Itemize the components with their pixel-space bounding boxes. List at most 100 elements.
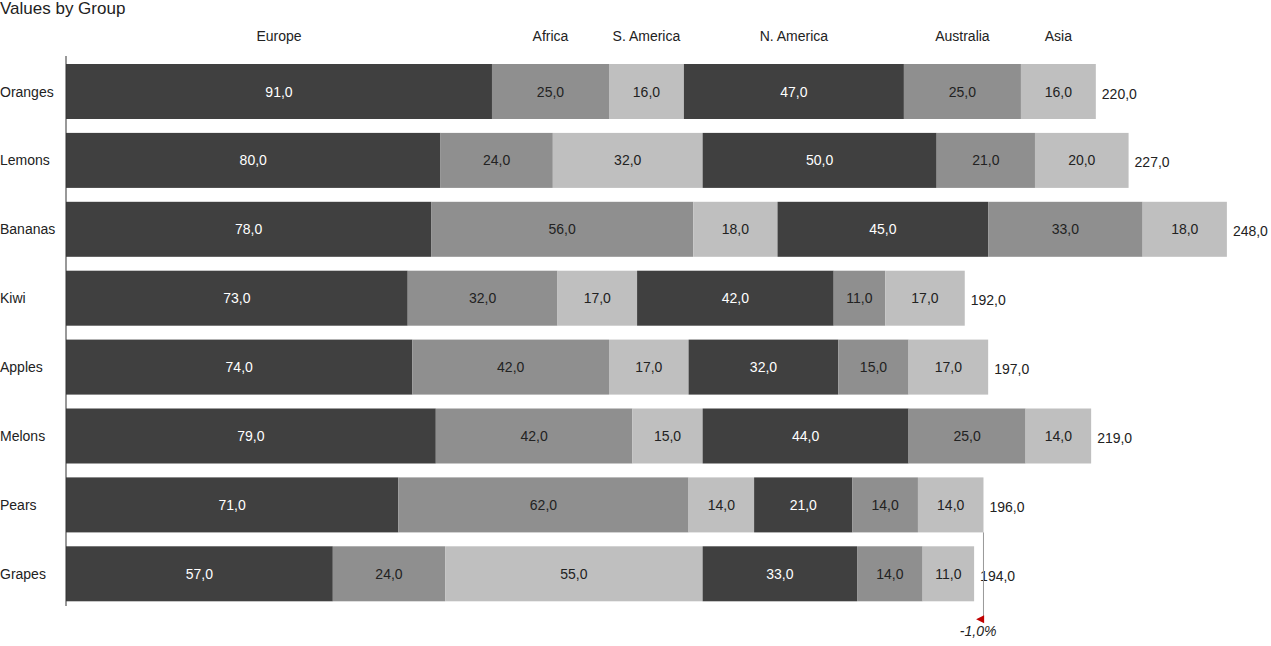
bar-segment: [703, 409, 909, 464]
bar-segment: [440, 133, 552, 188]
annotation-marker: [976, 615, 984, 623]
data-label: 16,0: [1045, 84, 1072, 100]
bar-segment: [436, 409, 633, 464]
bar-segment: [1026, 409, 1092, 464]
bar-segment: [885, 271, 965, 326]
total-label: 194,0: [980, 568, 1015, 584]
data-label: 17,0: [935, 359, 962, 375]
bar-segment: [492, 64, 609, 119]
legend-entry: Australia: [935, 28, 990, 44]
total-label: 192,0: [971, 292, 1006, 308]
bar-segment: [637, 271, 834, 326]
data-label: 21,0: [790, 497, 817, 513]
data-label: 18,0: [722, 221, 749, 237]
bar-segment: [408, 271, 558, 326]
bar-segment: [838, 340, 908, 395]
bar-segment: [66, 546, 333, 601]
data-label: 79,0: [237, 428, 264, 444]
bar-segment: [778, 202, 989, 257]
data-label: 16,0: [633, 84, 660, 100]
category-label: Apples: [0, 359, 43, 375]
bar-segment: [689, 340, 839, 395]
data-label: 21,0: [972, 152, 999, 168]
data-label: 14,0: [937, 497, 964, 513]
data-label: 14,0: [708, 497, 735, 513]
data-label: 24,0: [375, 566, 402, 582]
bar-segment: [988, 202, 1142, 257]
bar-segment: [609, 340, 689, 395]
data-label: 42,0: [497, 359, 524, 375]
bar-segment: [632, 409, 702, 464]
bar-segment: [703, 133, 937, 188]
bar-segment: [558, 271, 638, 326]
bar-segment: [66, 477, 398, 532]
bar-segment: [66, 202, 431, 257]
data-label: 14,0: [876, 566, 903, 582]
bar-segment: [66, 271, 408, 326]
data-label: 62,0: [530, 497, 557, 513]
bar-segment: [609, 64, 684, 119]
data-label: 42,0: [520, 428, 547, 444]
bars: [66, 64, 1227, 601]
category-label: Oranges: [0, 84, 54, 100]
category-label: Grapes: [0, 566, 46, 582]
total-label: 248,0: [1233, 223, 1268, 239]
bar-segment: [909, 340, 989, 395]
data-label: 80,0: [240, 152, 267, 168]
legend-entry: Asia: [1045, 28, 1072, 44]
data-label: 73,0: [223, 290, 250, 306]
data-label: 25,0: [953, 428, 980, 444]
legend-entry: S. America: [613, 28, 681, 44]
bar-segment: [66, 64, 492, 119]
legend-entry: Africa: [533, 28, 569, 44]
data-label: 45,0: [869, 221, 896, 237]
bar-segment: [1021, 64, 1096, 119]
title: Values by Group: [0, 0, 125, 18]
data-label: 74,0: [226, 359, 253, 375]
data-label: 56,0: [549, 221, 576, 237]
bar-segment: [66, 409, 436, 464]
data-label: 33,0: [766, 566, 793, 582]
bar-segment: [398, 477, 688, 532]
data-label: 78,0: [235, 221, 262, 237]
bar-segment: [923, 546, 974, 601]
bar-segment: [553, 133, 703, 188]
data-label: 17,0: [635, 359, 662, 375]
data-label: 71,0: [219, 497, 246, 513]
total-label: 197,0: [994, 361, 1029, 377]
legend-entry: Europe: [256, 28, 301, 44]
category-label: Lemons: [0, 152, 50, 168]
data-label: 57,0: [186, 566, 213, 582]
bar-segment: [918, 477, 984, 532]
legend-entry: N. America: [760, 28, 829, 44]
data-label: 14,0: [1045, 428, 1072, 444]
bar-segment: [909, 409, 1026, 464]
category-label: Melons: [0, 428, 45, 444]
bar-segment: [684, 64, 904, 119]
total-label: 220,0: [1102, 86, 1137, 102]
total-label: 196,0: [989, 499, 1024, 515]
bar-segment: [1035, 133, 1129, 188]
data-label: 32,0: [469, 290, 496, 306]
data-label: 11,0: [935, 566, 961, 582]
category-label: Bananas: [0, 221, 55, 237]
data-label: 18,0: [1171, 221, 1198, 237]
data-label: 25,0: [949, 84, 976, 100]
labels: 91,025,016,047,025,016,0220,080,024,032,…: [186, 84, 1268, 584]
bar-segment: [852, 477, 918, 532]
data-label: 32,0: [750, 359, 777, 375]
axis-line: [66, 56, 67, 606]
data-label: 11,0: [846, 290, 872, 306]
data-label: 14,0: [872, 497, 899, 513]
total-label: 227,0: [1135, 154, 1170, 170]
category-label: Pears: [0, 497, 37, 513]
data-label: 15,0: [654, 428, 681, 444]
data-label: 42,0: [722, 290, 749, 306]
bar-segment: [445, 546, 702, 601]
data-label: 55,0: [560, 566, 587, 582]
data-label: 47,0: [780, 84, 807, 100]
data-label: 15,0: [860, 359, 887, 375]
chart: Values by Group91,025,016,047,025,016,02…: [0, 0, 1271, 646]
total-label: 219,0: [1097, 430, 1132, 446]
bar-segment: [689, 477, 755, 532]
